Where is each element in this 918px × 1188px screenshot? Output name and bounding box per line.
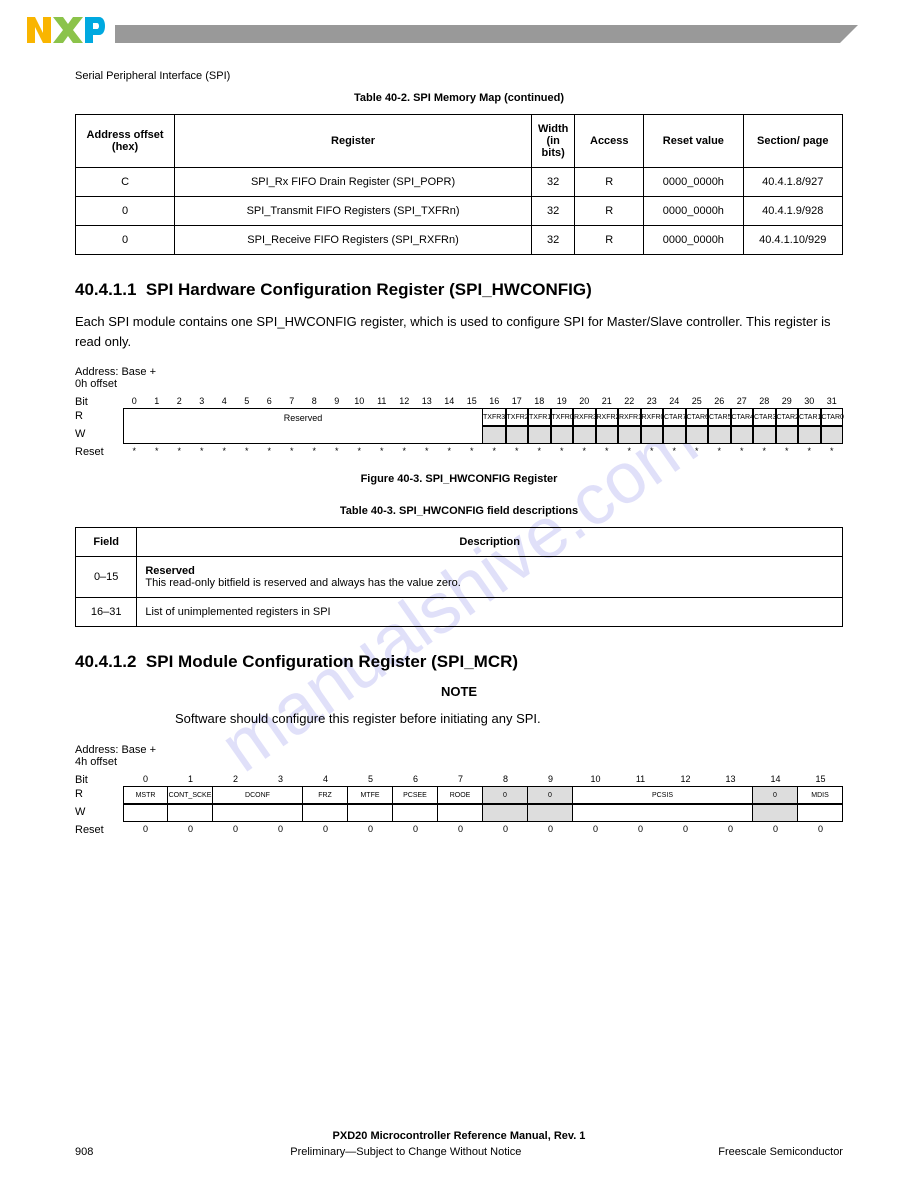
section-heading: 40.4.1.2 SPI Module Configuration Regist… xyxy=(75,652,843,672)
note-block: NOTE xyxy=(75,684,843,699)
note-text: Software should configure this register … xyxy=(175,709,743,729)
table-caption: Table 40-3. SPI_HWCONFIG field descripti… xyxy=(75,505,843,517)
page-number: 908 xyxy=(75,1146,93,1158)
field-desc-table: Field Description 0–15 ReservedThis read… xyxy=(75,527,843,627)
table-row: 0SPI_Transmit FIFO Registers (SPI_TXFRn)… xyxy=(76,197,843,226)
col-header: Reset value xyxy=(644,115,743,168)
col-header: Register xyxy=(175,115,532,168)
col-header: Width (in bits) xyxy=(531,115,574,168)
memory-map-table: Address offset (hex) Register Width (in … xyxy=(75,114,843,255)
col-header: Address offset (hex) xyxy=(76,115,175,168)
footer-company: Freescale Semiconductor xyxy=(718,1146,843,1158)
table-row: 0SPI_Receive FIFO Registers (SPI_RXFRn)3… xyxy=(76,226,843,255)
col-header: Description xyxy=(137,528,843,557)
section-heading: 40.4.1.1 SPI Hardware Configuration Regi… xyxy=(75,280,843,300)
col-header: Field xyxy=(76,528,137,557)
table1-caption: Table 40-2. SPI Memory Map (continued) xyxy=(75,92,843,104)
col-header: Section/ page xyxy=(743,115,842,168)
hwconfig-register-diagram: Address: Base + 0h offset Bit 0123456789… xyxy=(75,366,843,458)
section-header: Serial Peripheral Interface (SPI) xyxy=(75,70,843,82)
footer-notice: Preliminary—Subject to Change Without No… xyxy=(290,1146,521,1158)
page-footer: PXD20 Microcontroller Reference Manual, … xyxy=(0,1130,918,1158)
table-row: 16–31 List of unimplemented registers in… xyxy=(76,598,843,627)
reserved-field: Reserved xyxy=(123,408,483,426)
section-para: Each SPI module contains one SPI_HWCONFI… xyxy=(75,312,843,351)
figure-caption: Figure 40-3. SPI_HWCONFIG Register xyxy=(75,473,843,485)
mcr-register-diagram: Address: Base + 4h offset Bit 0123456789… xyxy=(75,744,843,836)
col-header: Access xyxy=(575,115,644,168)
table-row: CSPI_Rx FIFO Drain Register (SPI_POPR)32… xyxy=(76,168,843,197)
table-row: 0–15 ReservedThis read-only bitfield is … xyxy=(76,557,843,598)
